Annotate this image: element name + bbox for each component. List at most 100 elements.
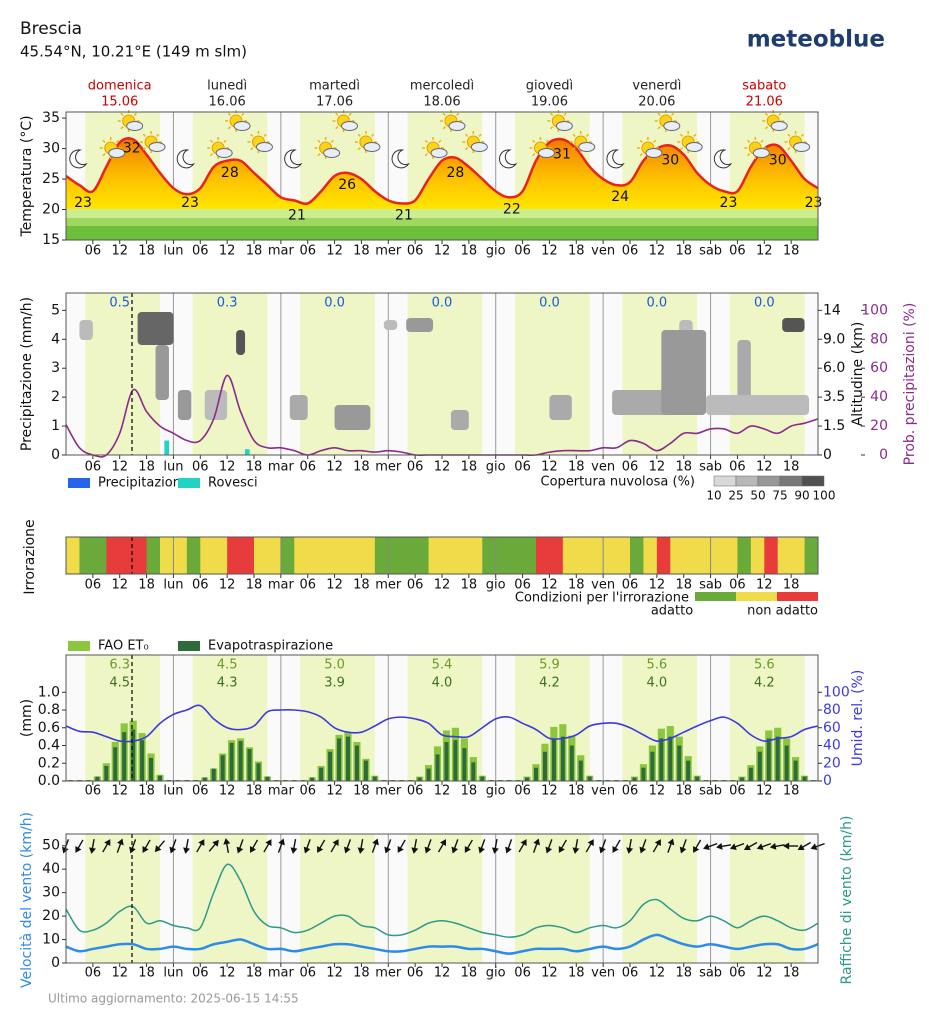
day-name: venerdì	[632, 79, 681, 94]
wind-arrow	[729, 842, 745, 850]
cloud-cover	[155, 345, 169, 400]
x-tick-label: lun	[163, 578, 183, 593]
bar	[319, 767, 324, 781]
bar	[659, 738, 664, 781]
arrow-head	[654, 839, 661, 847]
wind-arrow	[558, 839, 567, 853]
arrow-head	[679, 846, 687, 854]
y-tick-label: 0	[823, 447, 832, 463]
arrow-head	[357, 847, 365, 854]
wind-arrow	[437, 839, 447, 853]
wind-arrow	[716, 842, 732, 850]
arrow-head	[558, 845, 565, 853]
wind-arrow	[532, 838, 540, 853]
x-tick-label: 18	[353, 578, 370, 593]
x-tick-label: 12	[326, 784, 343, 799]
temp-label: 24	[611, 189, 629, 205]
bar	[453, 740, 458, 781]
wind-arrow	[769, 842, 785, 850]
bar	[372, 776, 377, 781]
y-tick-label: 0.6	[38, 720, 60, 736]
y-tick-label: 0	[51, 447, 60, 463]
sun-ray	[747, 153, 751, 157]
axis-label: Raffiche di vento (km/h)	[839, 816, 855, 985]
condition-cell	[307, 537, 322, 574]
sun-ray	[572, 147, 576, 151]
condition-cell	[737, 537, 752, 574]
x-tick-label: 06	[299, 460, 316, 475]
cloud-icon	[555, 121, 573, 131]
daily-total: 0.0	[432, 296, 453, 311]
sun-ray	[465, 133, 469, 137]
condition-cell	[442, 537, 456, 574]
wind-arrow	[116, 838, 124, 853]
sun-ray	[693, 133, 697, 137]
legend-title: Copertura nuvolosa (%)	[541, 475, 695, 490]
sun-ray	[357, 147, 361, 151]
arrow-head	[599, 846, 606, 854]
bar	[256, 763, 261, 781]
bar	[417, 777, 422, 781]
x-tick-label: 12	[111, 966, 128, 981]
condition-cell	[777, 537, 792, 574]
condition-cell	[428, 537, 443, 574]
arrow-head	[397, 845, 404, 853]
bar	[471, 762, 476, 781]
arrow-head	[783, 842, 790, 850]
y-tick-label: 14	[823, 302, 841, 318]
x-tick-label: lun	[163, 966, 183, 981]
cloud-icon	[341, 121, 359, 131]
bar	[211, 768, 216, 781]
x-tick-label: 06	[514, 460, 531, 475]
arrow-head	[75, 845, 82, 853]
x-tick-label: 06	[407, 578, 424, 593]
x-tick-label: 18	[461, 784, 478, 799]
x-tick-label: 06	[299, 784, 316, 799]
condition-cell	[388, 537, 403, 574]
wind-arrow	[142, 839, 151, 853]
colorbar-label: 25	[728, 489, 743, 503]
sun-ray	[563, 112, 567, 116]
coords: 45.54°N, 10.21°E (149 m slm)	[20, 43, 247, 61]
sun-ray	[156, 133, 160, 137]
legend-label: adatto	[651, 604, 693, 619]
condition-cell	[616, 537, 631, 574]
colorbar-label: 100	[813, 489, 836, 503]
bar	[104, 765, 109, 781]
sun-ray	[572, 133, 576, 137]
legend-label: non adatto	[747, 604, 818, 619]
arrow-head	[249, 845, 257, 853]
sun-ray	[639, 139, 643, 143]
wind-arrow	[169, 839, 177, 854]
bar	[560, 736, 565, 781]
arrow-head	[797, 843, 805, 851]
x-tick-label: 18	[138, 460, 155, 475]
sun-ray	[778, 112, 782, 116]
y-tick-label: 0	[823, 773, 832, 789]
daylight-band	[300, 293, 375, 455]
condition-cell	[173, 537, 188, 574]
legend-swatch	[178, 478, 200, 488]
x-tick-label: 06	[407, 460, 424, 475]
x-tick-label: 12	[219, 966, 236, 981]
x-tick-label: 18	[353, 460, 370, 475]
line	[65, 137, 819, 206]
y-tick-label: 10	[42, 932, 60, 948]
x-tick-label: 18	[568, 966, 585, 981]
sun-ray	[120, 126, 124, 130]
temp-label: 23	[720, 195, 738, 211]
x-tick-label: 06	[192, 244, 209, 259]
sun-ray	[442, 112, 446, 116]
wind-arrow	[743, 841, 758, 851]
cloud-icon	[448, 121, 466, 131]
x-tick-label: 06	[729, 578, 746, 593]
axis-label: Temperatura (°C)	[19, 115, 35, 237]
colorbar-label: 50	[750, 489, 765, 503]
bar	[444, 741, 449, 781]
temp-label: 21	[395, 207, 413, 223]
temp-label: 23	[74, 195, 92, 211]
day-name: sabato	[742, 79, 786, 94]
sun-ray	[478, 133, 482, 137]
arrow-head	[104, 839, 111, 847]
sun-ray	[227, 126, 231, 130]
